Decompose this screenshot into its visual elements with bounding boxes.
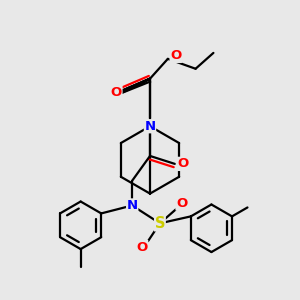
Text: O: O	[176, 197, 187, 210]
Text: O: O	[177, 158, 188, 170]
Text: O: O	[170, 50, 182, 62]
Text: O: O	[111, 86, 122, 99]
Text: N: N	[144, 120, 156, 133]
Text: O: O	[136, 241, 148, 254]
Text: S: S	[155, 216, 165, 231]
Text: N: N	[127, 199, 138, 212]
